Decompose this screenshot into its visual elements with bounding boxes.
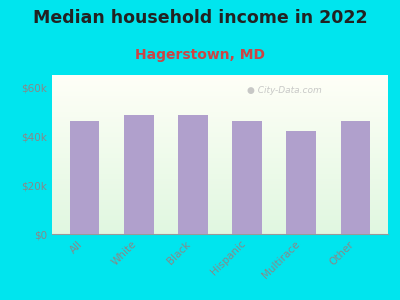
Text: Hagerstown, MD: Hagerstown, MD	[135, 48, 265, 62]
Bar	[178, 116, 208, 234]
Bar	[124, 116, 154, 234]
Text: Median household income in 2022: Median household income in 2022	[33, 9, 367, 27]
Bar	[232, 122, 262, 234]
Bar	[286, 131, 316, 234]
Bar	[340, 122, 370, 234]
Bar	[70, 122, 100, 234]
Text: ● City-Data.com: ● City-Data.com	[247, 86, 322, 95]
